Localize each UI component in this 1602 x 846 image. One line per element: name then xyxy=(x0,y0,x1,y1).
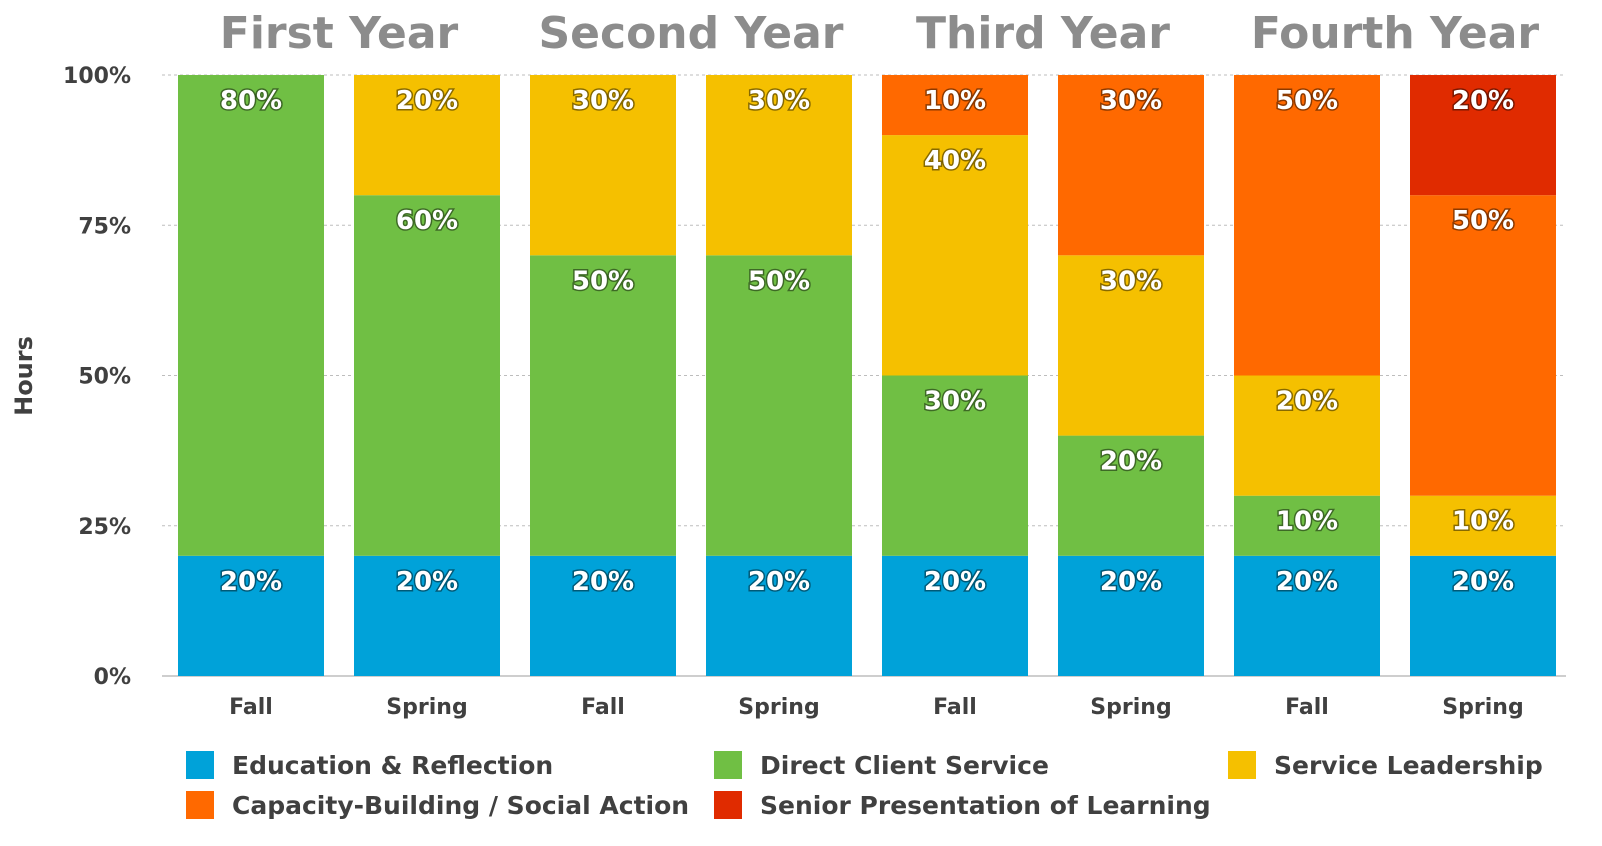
bar-segment xyxy=(530,75,676,256)
bar-segment xyxy=(1058,255,1204,436)
legend-item: Service Leadership xyxy=(1228,751,1543,780)
legend-swatch xyxy=(714,751,742,779)
legend-item: Education & Reflection xyxy=(186,751,553,780)
data-label: 10% xyxy=(1452,507,1514,537)
y-axis-ticks: 0% 25% 50% 75% 100% xyxy=(63,64,131,690)
x-category-label: Fall xyxy=(229,695,273,720)
year-title: Third Year xyxy=(916,8,1170,59)
bar-segment xyxy=(1058,435,1204,556)
bar-segment xyxy=(1410,75,1556,196)
y-tick-label: 0% xyxy=(94,665,131,690)
data-label: 20% xyxy=(396,567,458,597)
x-category-label: Fall xyxy=(933,695,977,720)
bar-segment xyxy=(1410,195,1556,496)
data-label: 30% xyxy=(572,86,634,116)
bar-segment xyxy=(1234,75,1380,376)
bar-segment xyxy=(882,375,1028,556)
y-tick-label: 50% xyxy=(78,365,131,390)
data-label: 20% xyxy=(924,567,986,597)
y-axis-title: Hours xyxy=(10,336,38,416)
x-axis-categories: Fall Spring Fall Spring Fall Spring Fall Spring xyxy=(229,695,1524,720)
data-label: 10% xyxy=(1276,507,1338,537)
data-label: 20% xyxy=(572,567,634,597)
x-category-label: Spring xyxy=(738,695,819,720)
data-label: 10% xyxy=(924,86,986,116)
bar-segment xyxy=(1234,375,1380,496)
data-label: 80% xyxy=(220,86,282,116)
data-label: 50% xyxy=(748,266,810,296)
data-label: 20% xyxy=(220,567,282,597)
bar-segment xyxy=(1234,495,1380,556)
legend-swatch xyxy=(186,791,214,819)
y-tick-label: 100% xyxy=(63,64,131,89)
y-tick-label: 25% xyxy=(78,515,131,540)
data-label: 50% xyxy=(1276,86,1338,116)
bar-segment xyxy=(706,555,852,676)
data-label: 30% xyxy=(748,86,810,116)
data-label: 30% xyxy=(1100,86,1162,116)
bar-segment xyxy=(1410,495,1556,556)
bar-segment xyxy=(530,255,676,556)
bar-segment xyxy=(530,555,676,676)
data-label: 40% xyxy=(924,146,986,176)
bar-segment xyxy=(1234,555,1380,676)
data-label: 20% xyxy=(1276,567,1338,597)
legend-item: Senior Presentation of Learning xyxy=(714,791,1211,820)
bar-segment xyxy=(706,255,852,556)
data-label: 20% xyxy=(1276,387,1338,417)
year-title: Fourth Year xyxy=(1251,8,1540,59)
x-category-label: Fall xyxy=(1285,695,1329,720)
bar-segment xyxy=(1058,75,1204,256)
legend-item: Capacity-Building / Social Action xyxy=(186,791,689,820)
x-category-label: Spring xyxy=(1442,695,1523,720)
bar-segment xyxy=(882,135,1028,376)
bar-segment xyxy=(354,555,500,676)
bar-segment xyxy=(706,75,852,256)
data-label: 20% xyxy=(1452,86,1514,116)
data-label: 20% xyxy=(1100,567,1162,597)
data-label: 20% xyxy=(1100,447,1162,477)
x-category-label: Spring xyxy=(386,695,467,720)
legend: Education & Reflection Direct Client Serv… xyxy=(186,751,1543,820)
data-label: 20% xyxy=(396,86,458,116)
year-titles: First Year Second Year Third Year Fourth Ye… xyxy=(220,8,1540,59)
x-category-label: Spring xyxy=(1090,695,1171,720)
bar-segment xyxy=(354,195,500,556)
data-label: 30% xyxy=(1100,266,1162,296)
bar-segment xyxy=(178,555,324,676)
legend-item: Direct Client Service xyxy=(714,751,1049,780)
legend-label: Education & Reflection xyxy=(232,751,553,780)
bar-segment xyxy=(882,555,1028,676)
year-title: Second Year xyxy=(538,8,843,59)
bars xyxy=(178,75,1556,676)
bar-segment xyxy=(178,75,324,556)
data-label: 20% xyxy=(748,567,810,597)
bar-segment xyxy=(1058,555,1204,676)
x-category-label: Fall xyxy=(581,695,625,720)
legend-label: Service Leadership xyxy=(1274,751,1543,780)
data-label: 60% xyxy=(396,206,458,236)
data-label: 50% xyxy=(1452,206,1514,236)
legend-swatch xyxy=(1228,751,1256,779)
data-label: 30% xyxy=(924,387,986,417)
data-label: 20% xyxy=(1452,567,1514,597)
data-label: 50% xyxy=(572,266,634,296)
year-title: First Year xyxy=(220,8,459,59)
legend-swatch xyxy=(714,791,742,819)
bar-labels: 20% 80% 20% 60% 20% 20% 50% 30% 20% 50% 30% 20% 30% 4… xyxy=(218,85,1515,599)
legend-label: Capacity-Building / Social Action xyxy=(232,791,689,820)
y-tick-label: 75% xyxy=(78,214,131,239)
bar-segment xyxy=(1410,555,1556,676)
legend-label: Direct Client Service xyxy=(760,751,1049,780)
legend-label: Senior Presentation of Learning xyxy=(760,791,1211,820)
bar-segment xyxy=(882,75,1028,136)
bar-segment xyxy=(354,75,500,196)
legend-swatch xyxy=(186,751,214,779)
